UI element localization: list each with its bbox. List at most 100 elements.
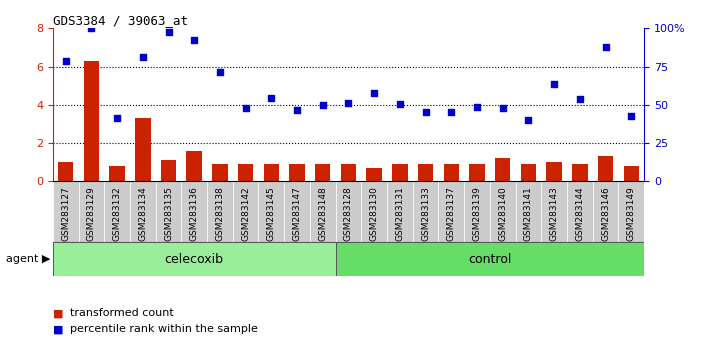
Text: percentile rank within the sample: percentile rank within the sample — [70, 324, 258, 334]
Text: GSM283143: GSM283143 — [550, 186, 559, 241]
Text: GSM283131: GSM283131 — [396, 186, 404, 241]
Bar — [336, 181, 361, 242]
Bar — [418, 164, 434, 181]
Point — [574, 96, 586, 102]
Bar — [593, 181, 618, 242]
Bar — [212, 164, 227, 181]
Point — [86, 25, 97, 31]
Point — [137, 54, 149, 60]
Bar — [495, 158, 510, 181]
Text: control: control — [468, 253, 512, 266]
Point — [369, 91, 380, 96]
Text: celecoxib: celecoxib — [165, 253, 224, 266]
Text: GSM283146: GSM283146 — [601, 186, 610, 241]
Point — [214, 69, 225, 75]
Bar — [444, 164, 459, 181]
Text: agent ▶: agent ▶ — [6, 254, 50, 264]
Bar — [546, 162, 562, 181]
Bar — [53, 181, 79, 242]
Text: ■: ■ — [53, 308, 63, 318]
Text: GSM283135: GSM283135 — [164, 186, 173, 241]
Bar — [392, 164, 408, 181]
Text: GSM283144: GSM283144 — [575, 186, 584, 241]
Point — [497, 105, 508, 110]
Bar — [84, 61, 99, 181]
Text: GSM283140: GSM283140 — [498, 186, 508, 241]
Point — [626, 113, 637, 119]
Point — [420, 110, 432, 115]
Bar — [490, 181, 515, 242]
Bar — [464, 181, 490, 242]
Bar — [515, 181, 541, 242]
Text: GSM283134: GSM283134 — [138, 186, 147, 241]
Text: GSM283132: GSM283132 — [113, 186, 122, 241]
Point — [317, 102, 328, 108]
Bar — [361, 181, 387, 242]
Text: GSM283136: GSM283136 — [189, 186, 199, 241]
Bar — [187, 151, 202, 181]
Bar — [207, 181, 233, 242]
Bar — [135, 118, 151, 181]
Bar — [156, 181, 182, 242]
Point — [291, 107, 303, 113]
Bar — [624, 166, 639, 181]
Bar — [470, 164, 485, 181]
Text: GSM283138: GSM283138 — [215, 186, 225, 241]
Text: GSM283133: GSM283133 — [421, 186, 430, 241]
Bar — [130, 181, 156, 242]
Point — [163, 29, 174, 35]
Bar — [238, 164, 253, 181]
Bar — [310, 181, 336, 242]
Text: GSM283137: GSM283137 — [447, 186, 455, 241]
Text: GSM283142: GSM283142 — [241, 186, 250, 241]
Point — [523, 117, 534, 123]
Point — [446, 110, 457, 115]
Point — [472, 104, 483, 109]
Bar — [233, 181, 258, 242]
Bar — [336, 242, 644, 276]
Point — [240, 105, 251, 110]
Bar — [79, 181, 104, 242]
Point — [548, 81, 560, 87]
Text: GDS3384 / 39063_at: GDS3384 / 39063_at — [53, 14, 188, 27]
Text: GSM283148: GSM283148 — [318, 186, 327, 241]
Text: GSM283128: GSM283128 — [344, 186, 353, 241]
Point — [111, 115, 122, 121]
Bar — [58, 162, 73, 181]
Text: transformed count: transformed count — [70, 308, 174, 318]
Bar — [541, 181, 567, 242]
Point — [60, 58, 71, 64]
Bar — [572, 164, 588, 181]
Text: GSM283147: GSM283147 — [293, 186, 301, 241]
Bar — [182, 181, 207, 242]
Text: GSM283141: GSM283141 — [524, 186, 533, 241]
Bar — [258, 181, 284, 242]
Text: GSM283130: GSM283130 — [370, 186, 379, 241]
Point — [189, 37, 200, 42]
Bar — [263, 164, 279, 181]
Bar — [53, 242, 336, 276]
Bar — [315, 164, 330, 181]
Point — [394, 101, 406, 107]
Bar — [618, 181, 644, 242]
Bar — [109, 166, 125, 181]
Bar — [161, 160, 176, 181]
Bar — [104, 181, 130, 242]
Bar — [521, 164, 536, 181]
Text: GSM283129: GSM283129 — [87, 186, 96, 241]
Text: ■: ■ — [53, 324, 63, 334]
Bar — [387, 181, 413, 242]
Text: GSM283127: GSM283127 — [61, 186, 70, 241]
Bar — [284, 181, 310, 242]
Text: GSM283139: GSM283139 — [472, 186, 482, 241]
Text: GSM283145: GSM283145 — [267, 186, 276, 241]
Point — [600, 45, 611, 50]
Text: GSM283149: GSM283149 — [627, 186, 636, 241]
Bar — [567, 181, 593, 242]
Bar — [289, 164, 305, 181]
Point — [265, 95, 277, 101]
Bar — [598, 156, 613, 181]
Bar — [413, 181, 439, 242]
Point — [343, 100, 354, 106]
Bar — [367, 168, 382, 181]
